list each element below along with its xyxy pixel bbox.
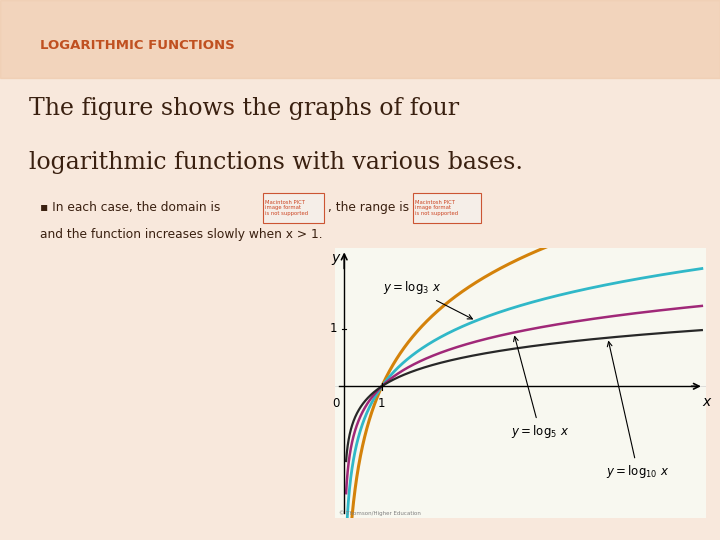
Text: y: y — [331, 251, 340, 265]
Text: © Thomson/Higher Education: © Thomson/Higher Education — [338, 510, 420, 516]
Text: $y = \log_3\, x$: $y = \log_3\, x$ — [383, 280, 472, 319]
Text: Macintosh PICT
image format
is not supported: Macintosh PICT image format is not suppo… — [415, 200, 458, 216]
Text: and the function increases slowly when x > 1.: and the function increases slowly when x… — [40, 228, 323, 241]
Text: ▪ In each case, the domain is: ▪ In each case, the domain is — [40, 201, 220, 214]
Text: $y = \log_2\, x$: $y = \log_2\, x$ — [0, 539, 1, 540]
Text: logarithmic functions with various bases.: logarithmic functions with various bases… — [29, 151, 523, 173]
Bar — [0, 0, 720, 78]
Text: Macintosh PICT
image format
is not supported: Macintosh PICT image format is not suppo… — [265, 200, 308, 216]
Text: $y = \log_{10}\, x$: $y = \log_{10}\, x$ — [606, 342, 670, 480]
Text: LOGARITHMIC FUNCTIONS: LOGARITHMIC FUNCTIONS — [40, 39, 234, 52]
Text: x: x — [703, 395, 711, 409]
Bar — [263, 193, 324, 223]
Text: 1: 1 — [330, 322, 338, 335]
Text: , the range is: , the range is — [328, 201, 409, 214]
Text: The figure shows the graphs of four: The figure shows the graphs of four — [29, 97, 459, 119]
Text: 1: 1 — [378, 396, 386, 410]
Text: $y = \log_5\, x$: $y = \log_5\, x$ — [511, 336, 569, 440]
Bar — [413, 193, 481, 223]
Text: 0: 0 — [332, 396, 340, 410]
